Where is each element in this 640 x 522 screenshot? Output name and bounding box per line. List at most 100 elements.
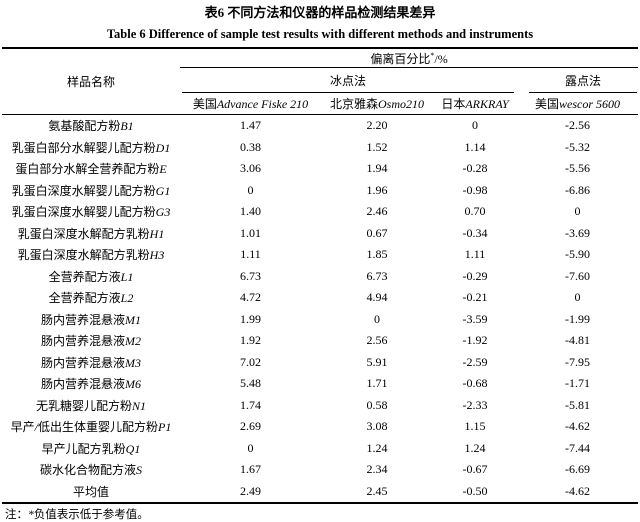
value-cell-arkray: -0.21: [462, 290, 488, 305]
value-cell-fiske: 2.69: [240, 419, 261, 434]
table-row: 碳水化合物配方液S 1.67 2.34 -0.67 -6.69: [2, 459, 638, 481]
value-cell-osmo: 5.91: [366, 354, 388, 369]
value-cell-fiske: 1.01: [240, 225, 261, 240]
value-cell-arkray: -1.92: [462, 333, 488, 348]
value-cell-arkray: -0.68: [462, 376, 488, 391]
sample-name-cell: 早产儿配方乳粉Q1: [41, 441, 141, 456]
deviation-label: 偏离百分比: [370, 51, 431, 66]
value-cell-fiske: 1.74: [240, 397, 261, 412]
table-row: 乳蛋白深度水解配方乳粉H3 1.11 1.85 1.11 -5.90: [2, 244, 638, 266]
sample-name-cell: 早产/低出生体重婴儿配方粉P1: [10, 420, 172, 435]
value-cell-fiske: 1.99: [240, 311, 261, 326]
column-header-instrument-fiske: 美国Advance Fiske 210: [180, 93, 321, 115]
sample-name-cell: 全营养配方液L2: [48, 291, 134, 306]
table-row: 乳蛋白深度水解婴儿配方粉G1 0 1.96 -0.98 -6.86: [2, 180, 638, 202]
sample-name-cell: 无乳糖婴儿配方粉N1: [35, 398, 146, 413]
table-body: 氨基酸配方粉B1 1.47 2.20 0 -2.56 乳蛋白部分水解婴儿配方粉D…: [2, 115, 638, 504]
table-row: 乳蛋白部分水解婴儿配方粉D1 0.38 1.52 1.14 -5.32: [2, 137, 638, 159]
value-cell-osmo: 2.20: [366, 118, 388, 133]
table-row: 肠内营养混悬液M1 1.99 0 -3.59 -1.99: [2, 309, 638, 331]
deviation-unit: /%: [434, 51, 448, 66]
value-cell-osmo: 1.85: [366, 247, 388, 262]
value-cell-arkray: 1.11: [464, 247, 486, 262]
table-row: 肠内营养混悬液M2 1.92 2.56 -1.92 -4.81: [2, 330, 638, 352]
sample-name-cell: 全营养配方液L1: [48, 269, 134, 284]
table-row: 乳蛋白深度水解配方乳粉H1 1.01 0.67 -0.34 -3.69: [2, 223, 638, 245]
value-cell-osmo: 2.45: [366, 483, 388, 498]
value-cell-fiske: 1.67: [240, 462, 261, 477]
value-cell-fiske: 0: [247, 440, 254, 455]
sample-name-cell: 肠内营养混悬液M2: [41, 334, 141, 349]
table-row: 早产/低出生体重婴儿配方粉P1 2.69 3.08 1.15 -4.62: [2, 416, 638, 438]
value-cell-osmo: 3.08: [366, 419, 388, 434]
sample-name-cell: 平均值: [72, 484, 109, 499]
value-cell-fiske: 1.92: [240, 333, 261, 348]
column-group-freezing-point: 冰点法: [180, 68, 517, 93]
value-cell-osmo: 2.46: [366, 204, 388, 219]
value-cell-osmo: 1.96: [366, 182, 388, 197]
column-group-dew-point: 露点法: [517, 68, 638, 93]
value-cell-arkray: 1.14: [464, 139, 486, 154]
sample-name-cell: 乳蛋白部分水解婴儿配方粉D1: [11, 140, 171, 155]
table-title-en: Table 6 Difference of sample test result…: [106, 27, 534, 41]
value-cell-osmo: 0.58: [366, 397, 388, 412]
sample-name-cell: 乳蛋白深度水解配方乳粉H1: [17, 226, 165, 241]
value-cell-wescor: -7.60: [565, 268, 591, 283]
value-cell-wescor: -7.44: [565, 440, 591, 455]
value-cell-arkray: 1.15: [464, 419, 486, 434]
value-cell-wescor: -1.71: [565, 376, 591, 391]
value-cell-osmo: 1.71: [366, 376, 388, 391]
sample-name-cell: 氨基酸配方粉B1: [48, 119, 134, 134]
value-cell-arkray: -0.34: [462, 225, 488, 240]
value-cell-wescor: -2.56: [565, 118, 591, 133]
table-row: 全营养配方液L2 4.72 4.94 -0.21 0: [2, 287, 638, 309]
sample-name-cell: 蛋白部分水解全营养配方粉E: [15, 162, 167, 177]
value-cell-fiske: 2.49: [240, 483, 261, 498]
value-cell-fiske: 1.11: [240, 247, 261, 262]
table-row: 乳蛋白深度水解婴儿配方粉G3 1.40 2.46 0.70 0: [2, 201, 638, 223]
sample-name-cell: 肠内营养混悬液M6: [41, 377, 141, 392]
value-cell-wescor: -3.69: [565, 225, 591, 240]
column-header-deviation: 偏离百分比*/%: [180, 48, 639, 68]
value-cell-wescor: -6.69: [565, 462, 591, 477]
value-cell-fiske: 5.48: [240, 376, 261, 391]
value-cell-arkray: -0.28: [462, 161, 488, 176]
value-cell-wescor: -4.62: [565, 483, 591, 498]
table-row: 肠内营养混悬液M6 5.48 1.71 -0.68 -1.71: [2, 373, 638, 395]
table-footnote: 注：*负值表示低于参考值。: [5, 509, 149, 521]
column-header-instrument-arkray: 日本ARKRAY: [433, 93, 517, 115]
value-cell-wescor: -5.81: [565, 397, 591, 412]
value-cell-fiske: 0: [247, 182, 254, 197]
value-cell-osmo: 2.34: [366, 462, 388, 477]
sample-name-cell: 乳蛋白深度水解婴儿配方粉G1: [11, 183, 171, 198]
value-cell-osmo: 0.67: [366, 225, 388, 240]
value-cell-arkray: 0.70: [464, 204, 486, 219]
value-cell-osmo: 1.24: [366, 440, 388, 455]
results-table: 样品名称 偏离百分比*/% 冰点法 露点法 美国Advance Fiske 21…: [2, 47, 639, 504]
sample-name-cell: 肠内营养混悬液M1: [41, 312, 141, 327]
value-cell-fiske: 0.38: [240, 139, 261, 154]
table-row: 无乳糖婴儿配方粉N1 1.74 0.58 -2.33 -5.81: [2, 395, 638, 417]
value-cell-wescor: -7.95: [565, 354, 591, 369]
value-cell-wescor: -4.81: [565, 333, 591, 348]
value-cell-fiske: 6.73: [240, 268, 261, 283]
table-header: 样品名称 偏离百分比*/% 冰点法 露点法 美国Advance Fiske 21…: [2, 48, 639, 115]
sample-name-cell: 肠内营养混悬液M3: [41, 355, 141, 370]
header-row-deviation: 样品名称 偏离百分比*/%: [2, 48, 639, 115]
value-cell-fiske: 4.72: [240, 290, 261, 305]
value-cell-arkray: -0.50: [462, 483, 488, 498]
value-cell-wescor: -4.62: [565, 419, 591, 434]
value-cell-arkray: -2.59: [462, 354, 488, 369]
value-cell-osmo: 4.94: [366, 290, 388, 305]
value-cell-osmo: 6.73: [366, 268, 388, 283]
table-row: 平均值 2.49 2.45 -0.50 -4.62: [2, 481, 638, 504]
table-row: 全营养配方液L1 6.73 6.73 -0.29 -7.60: [2, 266, 638, 288]
table-row: 肠内营养混悬液M3 7.02 5.91 -2.59 -7.95: [2, 352, 638, 374]
value-cell-osmo: 0: [374, 311, 380, 326]
header-row-instruments: 美国Advance Fiske 210 北京雅森Osmo210 日本ARKRAY…: [2, 93, 639, 115]
value-cell-fiske: 3.06: [240, 161, 261, 176]
value-cell-arkray: -0.29: [462, 268, 488, 283]
freezing-point-method-label: 冰点法: [182, 72, 514, 93]
dew-point-method-label: 露点法: [529, 72, 638, 93]
